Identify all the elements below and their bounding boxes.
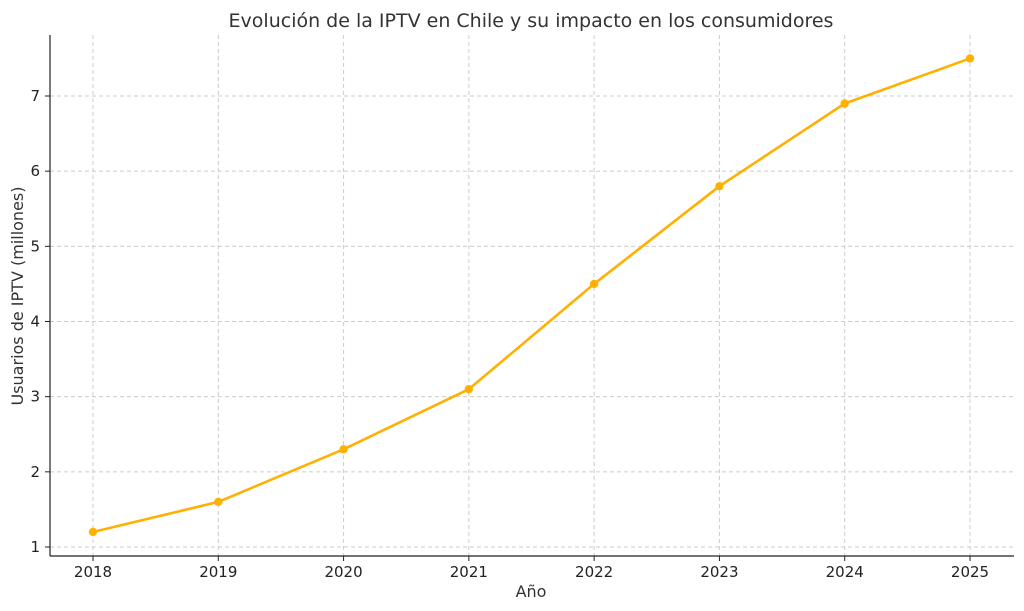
y-axis-label: Usuarios de IPTV (millones): [8, 187, 27, 406]
data-point: [840, 99, 849, 108]
data-point: [214, 497, 223, 507]
x-tick-label: 2019: [199, 563, 237, 581]
x-tick-label: 2021: [450, 563, 488, 581]
y-tick-label: 1: [30, 538, 40, 556]
y-tick-label: 5: [30, 237, 40, 255]
x-tick-label: 2024: [826, 563, 864, 581]
y-tick-label: 2: [30, 463, 40, 481]
x-tick-label: 2020: [324, 563, 362, 581]
axes-layer: [49, 35, 1014, 557]
y-tick-label: 4: [30, 313, 40, 331]
series-layer: [88, 54, 975, 537]
x-tick-label: 2022: [575, 563, 613, 581]
x-tick-label: 2018: [74, 563, 112, 581]
x-tick-label: 2025: [951, 563, 989, 581]
data-point: [965, 54, 975, 63]
data-point: [589, 279, 599, 289]
data-point: [88, 527, 98, 537]
y-tick-label: 7: [30, 87, 40, 105]
x-tick-label: 2023: [700, 563, 738, 581]
series-line: [91, 57, 972, 534]
data-point: [339, 445, 348, 454]
x-axis-label: Año: [516, 582, 547, 601]
y-tick-label: 3: [30, 388, 40, 406]
chart-title: Evolución de la IPTV en Chile y su impac…: [229, 10, 834, 32]
y-tick-label: 6: [30, 162, 40, 180]
data-point: [464, 384, 474, 394]
data-point: [715, 182, 724, 191]
grid-layer: [50, 35, 1014, 556]
ticks-layer: 2018 2019 2020 2021 2022 2023 2024 2025 1 2 3 4 5 6 7: [30, 87, 989, 581]
